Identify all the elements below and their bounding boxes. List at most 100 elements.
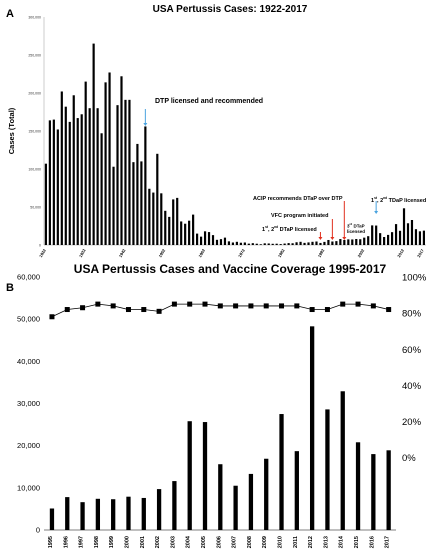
chart-a-bar xyxy=(52,119,55,245)
chart-b-coverage-marker xyxy=(95,301,101,307)
chart-a-x-tick-label: 1962 xyxy=(197,247,206,258)
chart-a-bar xyxy=(390,232,394,245)
chart-b-coverage-marker xyxy=(187,301,193,307)
chart-b-left-tick-label: 10,000 xyxy=(17,483,40,492)
chart-a-x-tick-label: 1982 xyxy=(277,247,286,258)
dtap3-text: DTaP xyxy=(352,223,365,229)
chart-a-bar xyxy=(343,239,346,245)
chart-b-x-tick-label: 2002 xyxy=(155,536,161,548)
chart-a-y-tick-label: 50,000 xyxy=(30,206,41,210)
tdap-text: TDaP licensed xyxy=(387,197,427,204)
chart-a-x-tick-label: 2012 xyxy=(396,247,405,258)
annotation-dtp: DTP licensed and recommended xyxy=(155,98,264,105)
chart-a-bar xyxy=(223,237,227,245)
chart-b-coverage-marker xyxy=(248,303,254,309)
chart-b-x-tick-label: 2016 xyxy=(369,536,375,548)
chart-a-bar xyxy=(387,234,390,245)
chart-b-bar xyxy=(279,414,284,530)
chart-b-bar xyxy=(386,450,391,530)
dtap12-sup2: nd xyxy=(274,225,279,229)
chart-a-bar xyxy=(283,243,286,245)
chart-b-coverage-marker xyxy=(340,301,346,307)
chart-b-x-tick-label: 2009 xyxy=(262,536,268,548)
chart-b-left-tick-label: 50,000 xyxy=(17,315,40,324)
chart-a-bar xyxy=(211,235,215,245)
chart-b-x-tick-label: 2012 xyxy=(308,536,314,548)
chart-b-x-tick-label: 2010 xyxy=(278,536,284,548)
chart-b-x-tick-label: 2015 xyxy=(354,536,360,548)
chart-a-bar xyxy=(112,166,115,245)
chart-a-bar xyxy=(168,216,171,245)
chart-b-right-tick-label: 20% xyxy=(402,417,422,428)
chart-a-bar xyxy=(275,243,278,245)
chart-a-title: USA Pertussis Cases: 1922-2017 xyxy=(152,4,308,15)
chart-b-x-tick-label: 2013 xyxy=(323,536,329,548)
chart-b-x-tick-label: 1995 xyxy=(48,536,54,548)
chart-b-x-tick-label: 2004 xyxy=(186,535,192,548)
chart-a-bar xyxy=(56,129,59,245)
chart-a-bar xyxy=(247,243,250,245)
chart-a-bar xyxy=(311,241,314,245)
chart-a-x-tick-label: 2002 xyxy=(356,247,365,258)
chart-a-bar xyxy=(68,121,71,245)
annotation-tdap: 1st, 2nd TDaP licensed xyxy=(371,196,426,204)
chart-a-bar xyxy=(199,236,203,245)
chart-b-right-tick-label: 60% xyxy=(402,345,422,356)
chart-b-x-tick-label: 2000 xyxy=(124,536,130,548)
chart-b-right-tick-label: 40% xyxy=(402,381,422,392)
chart-b-x-tick-label: 2006 xyxy=(216,536,222,548)
chart-a-bar xyxy=(48,120,51,245)
chart-a-bar xyxy=(367,236,370,245)
dtap3-num: 3 xyxy=(347,223,350,229)
chart-a-bar xyxy=(307,242,310,245)
chart-b-x-tick-label: 1997 xyxy=(79,536,85,548)
chart-a-bar xyxy=(263,243,266,245)
chart-b-bar xyxy=(111,499,116,530)
tdap-sep: , xyxy=(377,197,381,204)
chart-b-bar xyxy=(325,409,330,530)
chart-b-bar xyxy=(218,464,223,530)
chart-a-x-tick-label: 1992 xyxy=(317,247,326,258)
dtap12-num1: 1 xyxy=(262,226,266,233)
chart-a-bar xyxy=(100,133,103,245)
chart-b-x-tick-label: 1998 xyxy=(94,536,100,548)
chart-a-bar xyxy=(176,197,179,245)
chart-a-bar xyxy=(398,230,402,245)
chart-a-bar xyxy=(156,153,159,245)
chart-a-bar xyxy=(144,126,147,245)
chart-b-coverage-marker xyxy=(49,314,55,320)
dtap12-num2: 2 xyxy=(271,226,275,233)
chart-b-x-tick-label: 2003 xyxy=(170,536,176,548)
chart-a-bar xyxy=(72,95,75,245)
chart-a-bar xyxy=(128,99,131,245)
chart-a-bar xyxy=(299,241,302,245)
chart-a-bar xyxy=(291,243,294,245)
chart-b-coverage-marker xyxy=(294,303,300,309)
chart-a-bar xyxy=(148,188,151,245)
dtap3-line2: licensed xyxy=(347,229,366,234)
chart-a-bar xyxy=(267,243,270,245)
chart-b-bar xyxy=(233,485,238,530)
chart-a-bar xyxy=(164,210,167,245)
chart-a-x-tick-label: 1942 xyxy=(118,247,127,258)
chart-a-bar xyxy=(363,237,366,245)
chart-a-bar xyxy=(207,232,211,245)
dtap12-sup1: st xyxy=(265,225,268,229)
chart-b-bar xyxy=(187,421,192,530)
chart-b-coverage-marker xyxy=(125,307,131,313)
chart-b-coverage-marker xyxy=(64,307,70,313)
chart-a-bar xyxy=(394,224,398,245)
chart-a-bar xyxy=(347,239,350,245)
chart-a-bar xyxy=(136,143,139,245)
chart-a-bar xyxy=(239,242,242,245)
chart-a-x-tick-label: 2017 xyxy=(416,247,425,258)
chart-a-bar xyxy=(184,223,187,245)
tdap-num2: 2 xyxy=(380,197,384,204)
arrow-dtap-1-2-head xyxy=(318,237,323,240)
chart-a-bar xyxy=(140,161,143,245)
chart-a-y-tick-label: 300,000 xyxy=(28,16,41,20)
dtap12-text: DTaP licensed xyxy=(278,226,317,233)
chart-b-bar xyxy=(95,498,101,530)
chart-b-bar xyxy=(309,326,315,530)
chart-b-coverage-marker xyxy=(386,307,392,313)
